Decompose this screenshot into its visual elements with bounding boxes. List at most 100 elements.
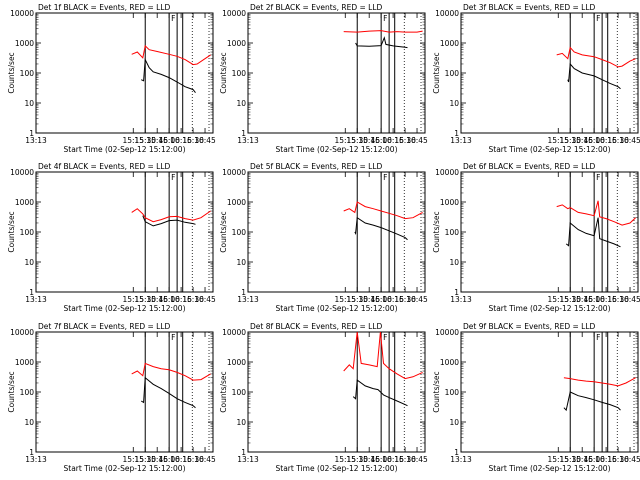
- x-tick-label: 16:00: [370, 295, 392, 304]
- x-axis-label: Start Time (02-Sep-12 15:12:00): [276, 145, 398, 154]
- plot-frame: [35, 12, 214, 134]
- x-tick-label: 16:45: [406, 136, 428, 145]
- x-axis-label: Start Time (02-Sep-12 15:12:00): [489, 304, 611, 313]
- plot-frame: [460, 171, 639, 293]
- x-tick-label: 16:00: [158, 136, 180, 145]
- plot-frame: [460, 12, 639, 134]
- x-tick-label: 16:45: [194, 455, 216, 464]
- x-axis-label: Start Time (02-Sep-12 15:12:00): [64, 304, 186, 313]
- x-tick-label: 15:45: [146, 455, 168, 464]
- x-tick-label: 16:15: [382, 136, 404, 145]
- black-events-series-line: [567, 62, 621, 90]
- black-events-series-line: [563, 391, 621, 412]
- black-events-series-line: [142, 215, 196, 227]
- y-tick-label: 10000: [10, 168, 34, 177]
- y-tick-label: 10000: [222, 9, 246, 18]
- x-tick-label: 15:15: [547, 136, 569, 145]
- red-lld-series-line: [343, 201, 423, 220]
- y-tick-label: 1000: [440, 358, 459, 367]
- y-tick-label: 10: [24, 258, 34, 267]
- y-tick-label: 1000: [227, 198, 246, 207]
- chart-title: Det 7f BLACK = Events, RED = LLD: [38, 322, 171, 331]
- x-tick-label: 15:45: [358, 136, 380, 145]
- chart-panel-9: Det 9f BLACK = Events, RED = LLD 1 10 100 10…: [432, 322, 640, 473]
- y-tick-label: 100: [20, 69, 35, 78]
- y-tick-label: 1: [29, 448, 34, 457]
- x-tick-label: 15:45: [571, 455, 593, 464]
- x-tick-label: 15:45: [146, 136, 168, 145]
- y-tick-label: 10000: [10, 9, 34, 18]
- x-tick-label: 16:15: [595, 136, 617, 145]
- red-lld-series-line: [563, 377, 636, 387]
- y-axis-label: Counts/sec: [7, 371, 16, 412]
- y-axis-label: Counts/sec: [432, 52, 441, 93]
- chart-panel-1: Det 1f BLACK = Events, RED = LLD 1 10 100 10…: [7, 3, 216, 154]
- x-tick-label: 15:45: [571, 295, 593, 304]
- y-tick-label: 100: [20, 388, 35, 397]
- y-tick-label: 10: [449, 258, 459, 267]
- x-tick-label: 16:45: [619, 136, 640, 145]
- x-tick-label: 16:00: [158, 295, 180, 304]
- red-lld-series-line: [343, 332, 423, 380]
- x-tick-label: 16:30: [394, 455, 416, 464]
- x-tick-label: 16:15: [595, 295, 617, 304]
- plot-frame: [247, 171, 426, 293]
- y-tick-label: 1: [29, 129, 34, 138]
- y-tick-label: 1000: [15, 39, 34, 48]
- chart-panel-3: Det 3f BLACK = Events, RED = LLD 1 10 100 10…: [432, 3, 640, 154]
- y-tick-label: 1000: [227, 358, 246, 367]
- x-tick-label: 15:30: [559, 295, 581, 304]
- black-events-series-line: [352, 379, 408, 407]
- x-tick-label: 13:13: [25, 455, 47, 464]
- y-tick-label: 1: [454, 129, 459, 138]
- y-tick-label: 1000: [15, 198, 34, 207]
- time-marker-label: F: [596, 173, 600, 182]
- x-tick-label: 15:30: [134, 136, 156, 145]
- x-axis-label: Start Time (02-Sep-12 15:12:00): [276, 464, 398, 473]
- x-tick-label: 15:30: [346, 136, 368, 145]
- y-axis-label: Counts/sec: [7, 52, 16, 93]
- y-tick-label: 1000: [15, 358, 34, 367]
- x-tick-label: 13:13: [25, 295, 47, 304]
- x-tick-label: 15:45: [571, 136, 593, 145]
- x-tick-label: 15:15: [122, 295, 144, 304]
- x-axis-label: Start Time (02-Sep-12 15:12:00): [64, 145, 186, 154]
- time-marker-label: F: [171, 14, 175, 23]
- x-tick-label: 13:13: [237, 295, 259, 304]
- x-tick-label: 16:30: [182, 455, 204, 464]
- x-tick-label: 13:13: [450, 295, 472, 304]
- x-tick-label: 15:30: [559, 455, 581, 464]
- y-tick-label: 1: [29, 288, 34, 297]
- x-tick-label: 13:13: [25, 136, 47, 145]
- y-tick-label: 10: [449, 99, 459, 108]
- x-tick-label: 16:15: [382, 295, 404, 304]
- chart-panel-2: Det 2f BLACK = Events, RED = LLD 1 10 100 10…: [219, 3, 428, 154]
- x-tick-label: 15:15: [547, 295, 569, 304]
- red-lld-series-line: [343, 30, 423, 33]
- x-tick-label: 16:00: [158, 455, 180, 464]
- x-tick-label: 16:00: [583, 295, 605, 304]
- black-events-series-line: [140, 57, 196, 94]
- x-tick-label: 16:45: [194, 295, 216, 304]
- chart-title: Det 1f BLACK = Events, RED = LLD: [38, 3, 171, 12]
- y-tick-label: 10: [236, 99, 246, 108]
- x-tick-label: 15:15: [334, 295, 356, 304]
- y-axis-label: Counts/sec: [432, 371, 441, 412]
- x-axis-label: Start Time (02-Sep-12 15:12:00): [489, 464, 611, 473]
- y-tick-label: 1: [454, 448, 459, 457]
- x-tick-label: 15:30: [346, 455, 368, 464]
- y-tick-label: 10000: [435, 168, 459, 177]
- x-axis-label: Start Time (02-Sep-12 15:12:00): [64, 464, 186, 473]
- x-tick-label: 15:30: [346, 295, 368, 304]
- y-axis-label: Counts/sec: [219, 371, 228, 412]
- x-tick-label: 16:30: [394, 295, 416, 304]
- x-tick-label: 16:15: [382, 455, 404, 464]
- red-lld-series-line: [556, 46, 636, 68]
- x-tick-label: 13:13: [450, 455, 472, 464]
- x-tick-label: 16:45: [406, 295, 428, 304]
- y-tick-label: 1: [454, 288, 459, 297]
- x-tick-label: 16:30: [182, 295, 204, 304]
- y-tick-label: 10: [24, 99, 34, 108]
- x-tick-label: 15:15: [122, 455, 144, 464]
